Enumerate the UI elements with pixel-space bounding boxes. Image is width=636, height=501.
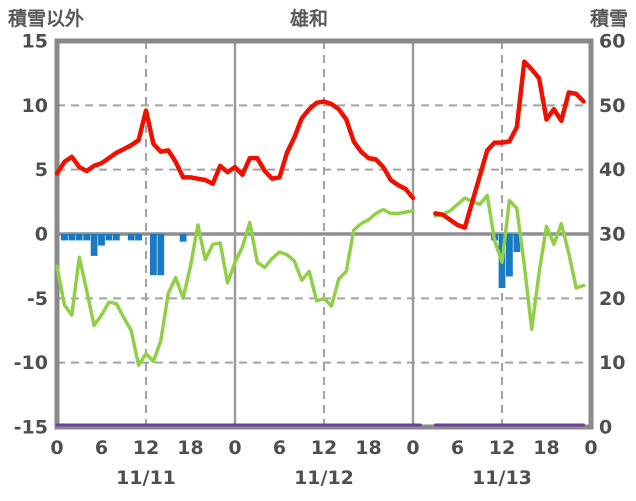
left-axis-tick-label: 5 (35, 159, 48, 181)
right-axis-tick-label: 60 (599, 31, 625, 53)
series-lines-layer (54, 59, 586, 427)
precipitation-bars-layer (61, 234, 521, 288)
x-axis-tick-label: 12 (489, 437, 515, 459)
precipitation-bar (83, 234, 91, 241)
precipitation-bar (150, 234, 157, 276)
left-axis-tick-label: -5 (27, 288, 48, 310)
right-axis-tick-label: 30 (599, 224, 625, 246)
date-label: 11/12 (294, 467, 354, 489)
gridlines-layer (57, 41, 591, 427)
x-axis-tick-label: 12 (311, 437, 337, 459)
precipitation-bar (127, 234, 135, 241)
left-axis-title: 積雪以外 (8, 7, 84, 30)
x-axis-tick-label: 0 (50, 437, 63, 459)
precipitation-bar (157, 234, 165, 276)
x-axis-tick-label: 18 (355, 437, 381, 459)
precipitation-bar (98, 234, 105, 246)
precipitation-bar (105, 234, 113, 241)
precipitation-bar (90, 234, 98, 256)
x-axis-tick-label: 6 (451, 437, 464, 459)
precipitation-bar (513, 234, 521, 252)
plot-border-layer (54, 38, 594, 430)
precipitation-bar (506, 234, 513, 277)
left-axis-tick-label: 15 (22, 31, 48, 53)
precipitation-bar (61, 234, 68, 241)
x-axis-tick-label: 6 (273, 437, 286, 459)
precipitation-bar (75, 234, 83, 241)
x-axis-tick-label: 0 (228, 437, 241, 459)
right-axis-tick-label: 20 (599, 288, 625, 310)
left-axis-tick-label: -10 (14, 352, 48, 374)
precipitation-bar (112, 234, 120, 241)
left-axis-tick-label: -15 (14, 417, 48, 439)
right-axis-tick-label: 50 (599, 95, 625, 117)
right-axis-tick-label: 0 (599, 417, 612, 439)
x-axis-tick-label: 0 (584, 437, 597, 459)
precipitation-bar (135, 234, 142, 241)
precipitation-bar (68, 234, 76, 241)
left-axis-tick-label: 0 (35, 224, 48, 246)
plot-border (54, 38, 594, 430)
date-label: 11/11 (116, 467, 176, 489)
green-line (55, 193, 586, 367)
left-axis-tick-label: 10 (22, 95, 48, 117)
x-axis-tick-label: 18 (533, 437, 559, 459)
precipitation-bar (179, 234, 187, 242)
chart-title: 雄和 (289, 7, 328, 30)
right-axis-tick-label: 10 (599, 352, 625, 374)
x-axis-tick-label: 18 (177, 437, 203, 459)
right-axis-title: 積雪 (590, 7, 628, 30)
red-line (54, 59, 586, 230)
x-axis-tick-label: 0 (406, 437, 419, 459)
x-axis-tick-label: 6 (95, 437, 108, 459)
date-label: 11/13 (472, 467, 532, 489)
x-axis-tick-label: 12 (133, 437, 159, 459)
right-axis-tick-label: 40 (599, 159, 625, 181)
